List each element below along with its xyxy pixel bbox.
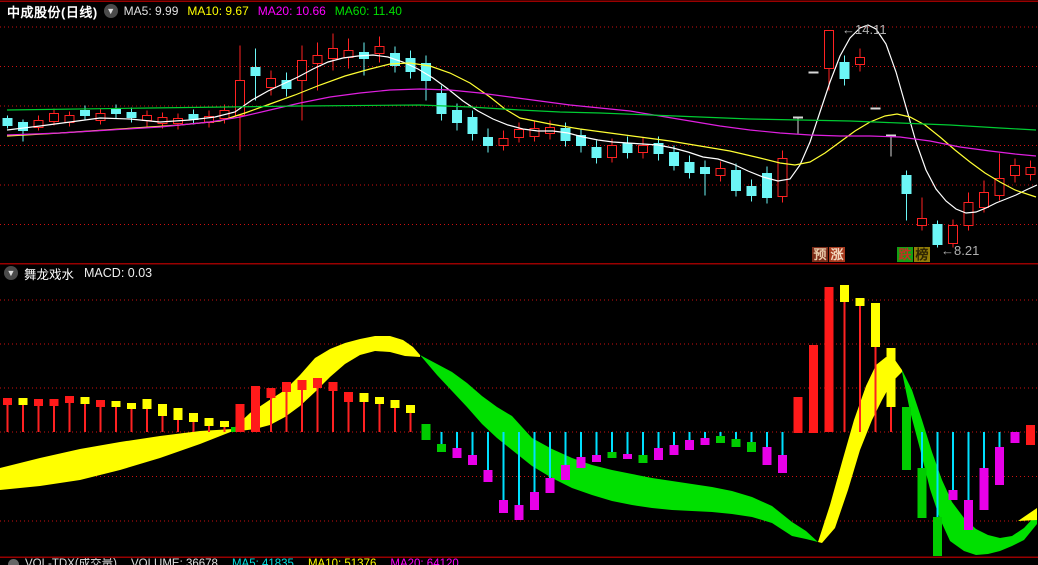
signal-badge-yuzhang[interactable]: 预 涨 [812, 247, 846, 262]
badge-char-bang[interactable]: 榜 [914, 247, 930, 262]
low-price-label: ←8.21 [941, 243, 980, 258]
ma5-label: MA5: 9.99 [123, 4, 179, 18]
badge-char-zhang[interactable]: 涨 [829, 247, 845, 262]
status-indicator-label: VOL-TDX(成交量) [25, 558, 117, 565]
signal-badge-diebang[interactable]: 跌 榜 [897, 247, 931, 262]
chevron-down-icon[interactable]: ▼ [103, 4, 118, 18]
chevron-circle-icon[interactable] [8, 559, 19, 565]
status-volume-label: VOLUME: 36678 [131, 558, 218, 565]
indicator-value: MACD: 0.03 [84, 266, 153, 280]
status-ma10-label: MA10: 51376 [307, 558, 377, 565]
candles-layer [2, 30, 1036, 248]
ma-line-ma10 [6, 62, 1037, 198]
status-ma20-label: MA20: 64120 [390, 558, 459, 565]
chevron-down-icon[interactable]: ▼ [4, 266, 18, 280]
ma10-label: MA10: 9.67 [187, 4, 249, 18]
main-chart-header: 中成股份(日线) ▼ MA5: 9.99 MA10: 9.67 MA20: 10… [0, 2, 411, 20]
status-bar: VOL-TDX(成交量) VOLUME: 36678 MA5: 41835 MA… [0, 558, 1038, 565]
ma-line-ma20 [6, 88, 1037, 157]
ma-line-ma5 [6, 24, 1038, 214]
badge-char-die[interactable]: 跌 [897, 247, 913, 262]
macd-bars-layer [3, 285, 1035, 556]
badge-char-yu[interactable]: 预 [812, 247, 828, 262]
ma20-label: MA20: 10.66 [257, 4, 326, 18]
indicator-name: 舞龙戏水 [24, 267, 75, 282]
status-ma5-label: MA5: 41835 [231, 558, 294, 565]
high-price-label: ←14.11 [842, 22, 887, 37]
ma60-label: MA60: 11.40 [334, 4, 402, 18]
sub-chart-header: ▼ 舞龙戏水 MACD: 0.03 [0, 266, 153, 282]
stock-title: 中成股份(日线) [7, 4, 98, 20]
ma-line-ma60 [6, 104, 1037, 131]
ma-lines-layer [6, 24, 1038, 214]
macd-ribbon-layer [0, 336, 1037, 555]
